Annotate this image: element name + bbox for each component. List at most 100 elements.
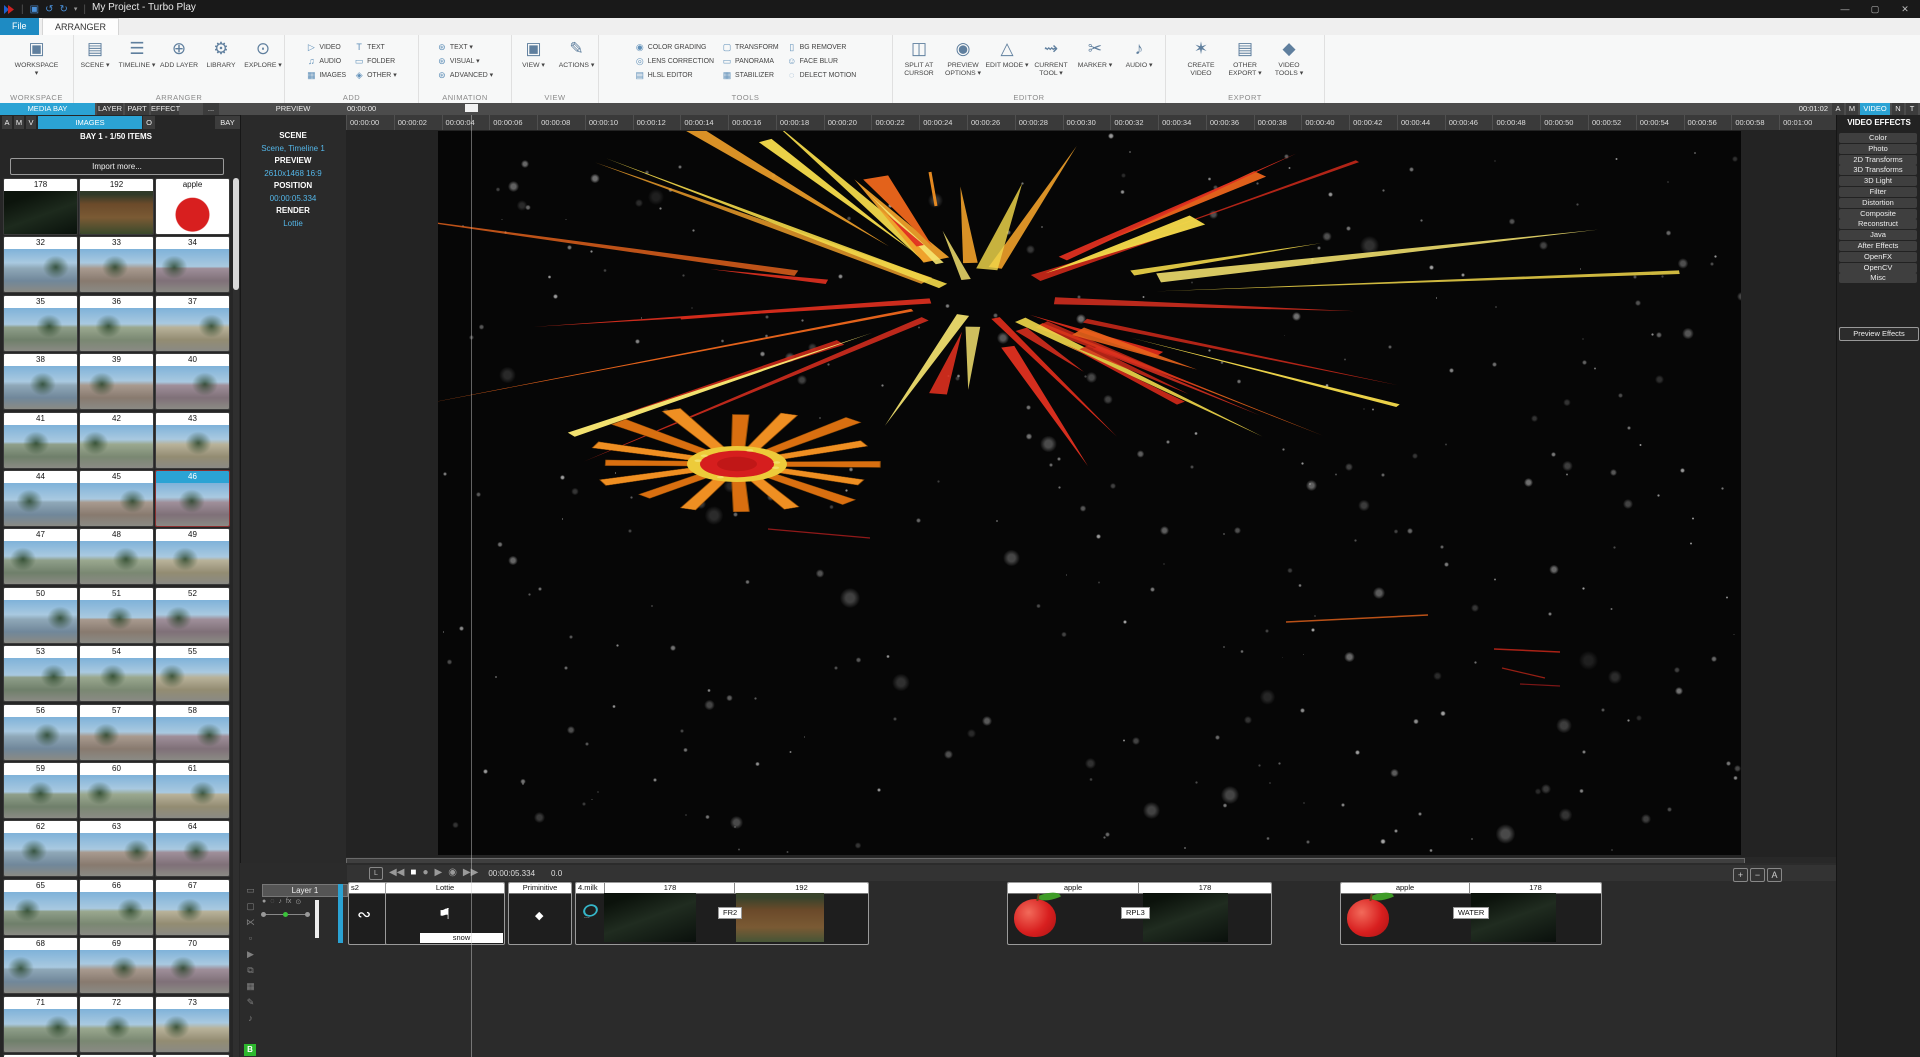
keyframe-dot-active[interactable] bbox=[283, 912, 288, 917]
effect-category-3d-transforms[interactable]: 3D Transforms bbox=[1839, 165, 1917, 176]
ribbon-button-panorama[interactable]: ▭ PANORAMA bbox=[719, 54, 782, 68]
ribbon-button-create-video[interactable]: ✶ CREATE VIDEO bbox=[1179, 36, 1223, 89]
ribbon-button-scene[interactable]: ▤ SCENE ▾ bbox=[74, 36, 116, 89]
media-item[interactable]: 70 bbox=[155, 937, 230, 995]
filter-tab-a[interactable]: A bbox=[2, 116, 12, 129]
tab-more[interactable]: ... bbox=[203, 103, 219, 115]
media-item[interactable]: 71 bbox=[3, 995, 78, 1053]
draw-tool-icon[interactable]: ✎ bbox=[246, 997, 255, 1007]
move-tool-icon[interactable]: ▶ bbox=[247, 949, 254, 959]
media-item[interactable]: 35 bbox=[3, 294, 78, 352]
ribbon-button-images[interactable]: ▦ IMAGES bbox=[303, 68, 349, 82]
effect-category-photo[interactable]: Photo bbox=[1839, 143, 1917, 154]
ribbon-button-text[interactable]: ⊛ TEXT ▾ bbox=[434, 40, 496, 54]
ribbon-button-edit-mode[interactable]: △ EDIT MODE ▾ bbox=[985, 36, 1029, 89]
mute-icon[interactable]: ◌ bbox=[270, 898, 275, 905]
media-item[interactable]: 61 bbox=[155, 762, 230, 819]
media-item[interactable]: 37 bbox=[155, 294, 230, 352]
ribbon-button-explore[interactable]: ⊙ EXPLORE ▾ bbox=[242, 36, 284, 89]
media-item[interactable]: 43 bbox=[155, 411, 230, 469]
tab-part[interactable]: PART bbox=[125, 103, 149, 115]
ribbon-button-text[interactable]: T TEXT bbox=[351, 40, 400, 54]
media-item[interactable]: 58 bbox=[155, 703, 230, 761]
tab-effect[interactable]: EFFECT bbox=[151, 103, 181, 115]
select-tool-icon[interactable]: ▭ bbox=[246, 885, 255, 895]
right-tab-n[interactable]: N bbox=[1892, 103, 1904, 115]
effect-category-opencv[interactable]: OpenCV bbox=[1839, 262, 1917, 273]
ribbon-button-advanced[interactable]: ⊛ ADVANCED ▾ bbox=[434, 68, 496, 82]
maximize-button[interactable]: ▢ bbox=[1870, 4, 1880, 14]
ribbon-button-lens-correction[interactable]: ◎ LENS CORRECTION bbox=[632, 54, 717, 68]
tab-media-bay[interactable]: MEDIA BAY bbox=[0, 103, 95, 115]
import-more-button[interactable]: Import more... bbox=[10, 158, 224, 175]
ribbon-button-view[interactable]: ▣ VIEW ▾ bbox=[512, 36, 555, 89]
clip-priminitive[interactable]: Priminitive ◆ bbox=[508, 882, 572, 945]
media-item[interactable]: 69 bbox=[79, 937, 154, 995]
transform-tool-icon[interactable]: ▦ bbox=[246, 981, 255, 991]
ribbon-button-library[interactable]: ⚙ LIBRARY bbox=[200, 36, 242, 89]
duplicate-tool-icon[interactable]: ⧉ bbox=[247, 965, 254, 975]
b-mode-button[interactable]: B bbox=[244, 1044, 256, 1056]
media-item[interactable]: 39 bbox=[79, 353, 154, 411]
audio-tool-icon[interactable]: ♪ bbox=[248, 1013, 253, 1023]
media-item[interactable]: 56 bbox=[3, 703, 78, 761]
media-item[interactable]: 192 bbox=[79, 178, 154, 235]
fx-icon[interactable]: fx bbox=[285, 898, 292, 905]
media-item[interactable]: 64 bbox=[155, 820, 230, 878]
ribbon-button-marker[interactable]: ✂ MARKER ▾ bbox=[1073, 36, 1117, 89]
media-item[interactable]: 60 bbox=[79, 762, 154, 819]
media-item[interactable]: 36 bbox=[79, 294, 154, 352]
media-item[interactable]: 54 bbox=[79, 645, 154, 703]
fast-forward-button[interactable]: ▶▶ bbox=[462, 867, 479, 878]
ribbon-button-folder[interactable]: ▭ FOLDER bbox=[351, 54, 400, 68]
visibility-icon[interactable]: ⊙ bbox=[295, 899, 302, 906]
effect-category-color[interactable]: Color bbox=[1839, 133, 1917, 143]
media-item[interactable]: 41 bbox=[3, 411, 78, 469]
media-item[interactable]: 45 bbox=[79, 470, 154, 527]
close-button[interactable]: ✕ bbox=[1901, 4, 1909, 14]
record-button[interactable]: ◉ bbox=[448, 867, 457, 878]
layer-level-bar[interactable] bbox=[315, 900, 319, 938]
media-item[interactable]: 48 bbox=[79, 528, 154, 586]
arranger-tab[interactable]: ARRANGER bbox=[42, 18, 120, 36]
ribbon-button-delect-motion[interactable]: ◌ DELECT MOTION bbox=[784, 68, 860, 82]
media-item[interactable]: 73 bbox=[155, 995, 230, 1053]
effect-category-3d-light[interactable]: 3D Light bbox=[1839, 176, 1917, 187]
zoom-out-button[interactable]: − bbox=[1750, 868, 1765, 882]
record-enable-icon[interactable]: ● bbox=[262, 898, 267, 905]
clip-s2[interactable]: s2 ∾ bbox=[348, 882, 387, 945]
right-tab-a[interactable]: A bbox=[1832, 103, 1844, 115]
ribbon-button-current-tool[interactable]: ⇝ CURRENT TOOL ▾ bbox=[1029, 36, 1073, 89]
media-item[interactable]: apple bbox=[155, 178, 230, 235]
ribbon-button-stabilizer[interactable]: ▦ STABILIZER bbox=[719, 68, 782, 82]
preview-effects-button[interactable]: Preview Effects bbox=[1839, 327, 1919, 341]
media-item[interactable]: 65 bbox=[3, 878, 78, 936]
media-item[interactable]: 63 bbox=[79, 820, 154, 878]
range-tool-icon[interactable]: ▫ bbox=[248, 933, 253, 943]
keyframe-dot[interactable] bbox=[305, 912, 310, 917]
effect-category-java[interactable]: Java bbox=[1839, 230, 1917, 241]
ribbon-button-color-grading[interactable]: ◉ COLOR GRADING bbox=[632, 40, 717, 54]
playhead[interactable] bbox=[471, 115, 472, 1057]
media-item[interactable]: 53 bbox=[3, 645, 78, 703]
stop-button[interactable]: ■ bbox=[410, 867, 417, 878]
media-item[interactable]: 57 bbox=[79, 703, 154, 761]
images-tab[interactable]: IMAGES bbox=[38, 116, 142, 129]
media-item[interactable]: 50 bbox=[3, 586, 78, 644]
media-item[interactable]: 47 bbox=[3, 528, 78, 586]
ribbon-button-audio[interactable]: ♪ AUDIO ▾ bbox=[1117, 36, 1161, 89]
ribbon-button-visual[interactable]: ⊛ VISUAL ▾ bbox=[434, 54, 496, 68]
effect-category-after-effects[interactable]: After Effects bbox=[1839, 241, 1917, 251]
media-bay-scrollbar[interactable] bbox=[233, 178, 239, 1057]
effect-category-reconstruct[interactable]: Reconstruct bbox=[1839, 219, 1917, 230]
ribbon-button-add-layer[interactable]: ⊕ ADD LAYER bbox=[158, 36, 200, 89]
media-item[interactable]: 72 bbox=[79, 995, 154, 1053]
playhead-handle[interactable] bbox=[465, 104, 478, 112]
keyframe-dot[interactable] bbox=[261, 912, 266, 917]
media-item[interactable]: 55 bbox=[155, 645, 230, 703]
clip-4-milk[interactable]: 4.milk 178 192 FR2... bbox=[575, 882, 869, 945]
effect-category-composite[interactable]: Composite bbox=[1839, 208, 1917, 219]
o-tab[interactable]: O bbox=[143, 116, 155, 129]
undo-icon[interactable]: ↺ bbox=[45, 3, 54, 15]
media-item[interactable]: 42 bbox=[79, 411, 154, 469]
